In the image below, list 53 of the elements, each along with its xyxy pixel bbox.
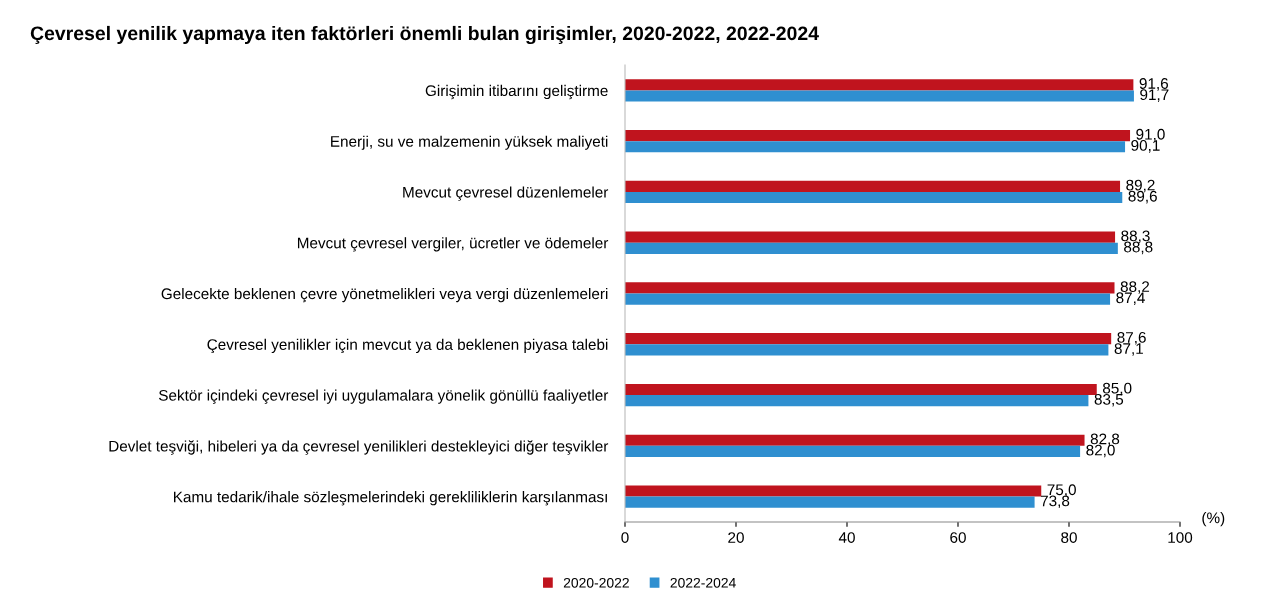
legend-label: 2022-2024 (670, 577, 736, 588)
x-tick-label: 80 (1061, 532, 1077, 543)
x-tick-label: 100 (1168, 532, 1193, 543)
legend-label: 2020-2022 (563, 577, 629, 588)
data-label: 87,1 (1114, 343, 1143, 356)
y-tick-label: Devlet teşviği, hibeleri ya da çevresel yenilikleri destekleyici diğer teşvikler (109, 440, 609, 455)
y-tick-label: Çevresel yenilikler için mevcut ya da beklenen piyasa talebi (207, 338, 608, 354)
bar (625, 333, 1112, 345)
data-label: 88,3 (1121, 230, 1150, 244)
y-tick-label: Sektör içindeki çevresel iyi uygulamalara yönelik gönüllü faaliyetler (158, 389, 609, 404)
data-label: 73,8 (1040, 495, 1070, 509)
bar (625, 395, 1089, 407)
bar (625, 293, 1111, 305)
data-label: 87,4 (1116, 292, 1145, 305)
bar (625, 282, 1115, 294)
bar (625, 191, 1123, 204)
x-tick-label: 60 (950, 532, 966, 543)
y-tick-label: Girişimin itibarını geliştirme (425, 84, 608, 100)
data-label: 90,1 (1131, 140, 1160, 153)
bar (625, 130, 1131, 142)
x-tick-label: 20 (728, 532, 744, 543)
bar (625, 445, 1081, 457)
bar (625, 242, 1118, 254)
y-tick-label: Enerji, su ve malzemenin yüksek maliyeti (331, 135, 608, 150)
data-label: 87,6 (1117, 331, 1146, 345)
bar (625, 141, 1126, 153)
y-tick-label: Gelecekte beklenen çevre yönetmelikleri veya vergi düzenlemeleri (161, 287, 608, 303)
data-label: 91,6 (1139, 78, 1168, 91)
y-tick-label: Mevcut çevresel vergiler, ücretler ve ödemeler (297, 237, 609, 252)
text: Çevresel yenilik yapmaya iten faktörleri önemli bulan girişimler, 2020-2022, 2022-2024 (30, 25, 819, 45)
bar (625, 90, 1134, 102)
bar (625, 496, 1035, 508)
bar (625, 79, 1134, 91)
bar (625, 231, 1116, 243)
x-tick-label: 40 (838, 532, 855, 543)
data-label: 88,8 (1124, 241, 1153, 255)
data-label: 91,0 (1136, 128, 1165, 142)
bar (625, 434, 1085, 446)
bar (625, 383, 1097, 396)
x-axis-title: (%) (1202, 512, 1225, 527)
bar (625, 485, 1042, 497)
data-label: 82,8 (1090, 433, 1120, 447)
bar (625, 180, 1121, 192)
bar (625, 344, 1109, 356)
data-label: 91,7 (1140, 89, 1169, 102)
y-tick-label: Mevcut çevresel düzenlemeler (403, 186, 609, 201)
data-label: 75,0 (1047, 484, 1076, 497)
x-tick-label: 0 (621, 532, 629, 543)
data-label: 83,5 (1094, 393, 1124, 407)
y-tick-label: Kamu tedarik/ihale sözleşmelerindeki gerekliliklerin karşılanması (174, 491, 607, 506)
data-label: 82,0 (1086, 444, 1115, 458)
data-label: 85,0 (1102, 382, 1132, 396)
data-label: 88,2 (1120, 281, 1150, 294)
